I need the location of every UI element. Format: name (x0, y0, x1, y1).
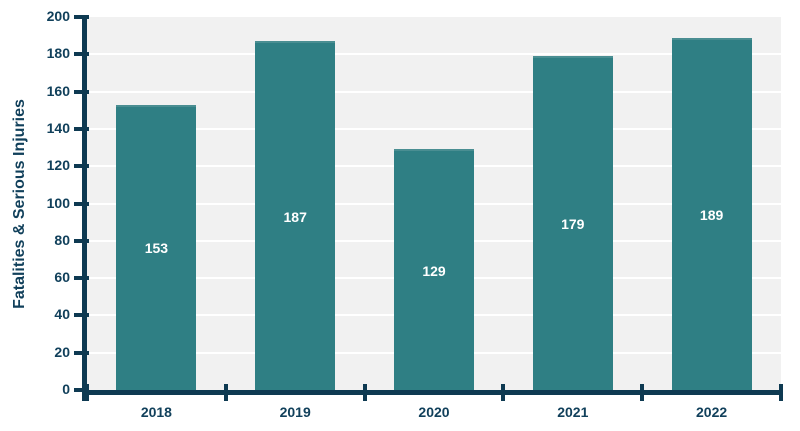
x-tick-label-2018: 2018 (140, 404, 172, 420)
gridline-180 (87, 53, 781, 56)
y-tick-label-100: 100 (46, 194, 70, 211)
bar-value-label-2020: 129 (422, 262, 446, 279)
bar-2020: 129 (394, 149, 474, 390)
x-tick-label-2022: 2022 (696, 404, 728, 420)
y-tick-label-160: 160 (46, 82, 70, 99)
y-tick-label-120: 120 (46, 157, 70, 174)
y-tick-60 (74, 276, 89, 281)
y-tick-180 (74, 52, 89, 57)
y-tick-label-180: 180 (46, 45, 70, 62)
bar-value-label-2021: 179 (561, 216, 585, 233)
y-tick-120 (74, 164, 89, 169)
x-tick-label-2021: 2021 (557, 404, 589, 420)
x-tick-label-2019: 2019 (279, 404, 311, 420)
y-tick-40 (74, 313, 89, 318)
x-tick-label-2020: 2020 (418, 404, 450, 420)
y-tick-80 (74, 238, 89, 243)
bar-2021: 179 (532, 56, 613, 390)
y-axis-line (82, 15, 87, 401)
y-tick-label-80: 80 (54, 231, 70, 248)
y-tick-200 (74, 15, 89, 19)
y-tick-label-140: 140 (46, 119, 70, 136)
y-tick-0 (74, 388, 89, 392)
y-tick-20 (74, 350, 89, 355)
y-axis-title: Fatalities & Serious Injuries (11, 99, 28, 309)
y-tick-label-0: 0 (62, 381, 70, 397)
bar-2022: 189 (671, 37, 752, 390)
bar-value-label-2019: 187 (283, 208, 307, 225)
y-tick-label-60: 60 (54, 269, 70, 286)
y-tick-label-40: 40 (54, 306, 70, 323)
y-tick-100 (74, 201, 89, 206)
gridline-160 (87, 90, 781, 93)
y-tick-label-20: 20 (54, 343, 70, 360)
y-tick-140 (74, 126, 89, 131)
bar-value-label-2018: 153 (144, 240, 169, 257)
y-tick-label-200: 200 (46, 8, 70, 24)
x-axis-line (82, 390, 783, 395)
bar-2018: 153 (116, 104, 197, 390)
gridline-140 (87, 127, 781, 130)
y-tick-160 (74, 89, 89, 94)
bar-value-label-2022: 189 (699, 206, 724, 223)
bar-2019: 187 (255, 41, 336, 390)
